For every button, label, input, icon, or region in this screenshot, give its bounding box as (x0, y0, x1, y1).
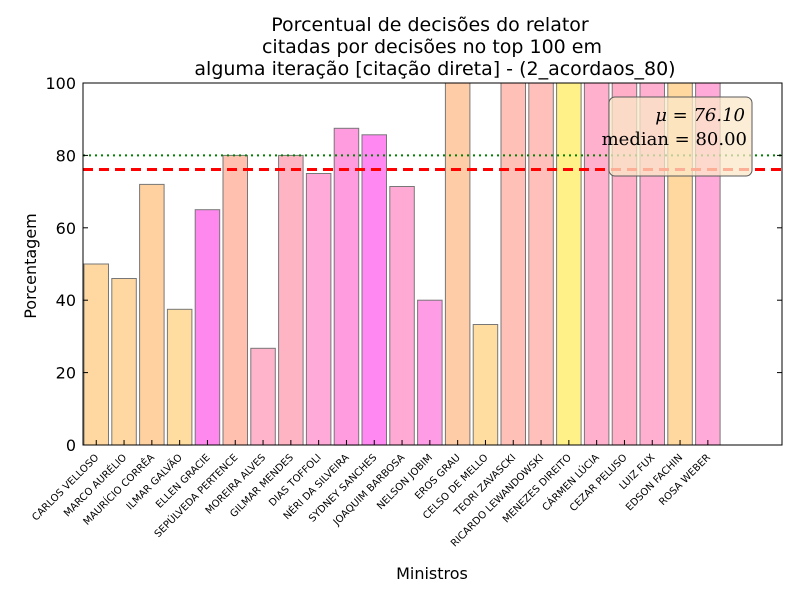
bar-18 (583, 82, 610, 446)
y-tick-label-1: 20 (56, 364, 76, 383)
bar-9 (333, 127, 360, 446)
bar-3 (166, 308, 193, 446)
bar-7 (278, 154, 304, 446)
plot-frame (82, 82, 783, 446)
y-axis-label: Porcentagem (21, 213, 40, 319)
bar-8 (305, 173, 332, 446)
chart-title-line-2: citadas por decisões no top 100 em (262, 36, 602, 58)
legend-mean-text: μ = 76.10 (655, 105, 745, 126)
bar-16 (528, 82, 554, 446)
bar-13 (444, 82, 471, 446)
y-tick-label-5: 100 (45, 74, 76, 93)
bar-12 (417, 299, 443, 446)
bar-11 (389, 186, 415, 446)
bar-14 (472, 324, 499, 446)
y-tick-label-0: 0 (66, 436, 76, 455)
bar-4 (194, 209, 221, 446)
chart-title-line-3: alguma iteração [citação direta] - (2_ac… (194, 58, 675, 80)
bar-5 (222, 154, 248, 446)
bar-6 (250, 347, 276, 446)
legend-median-text: median = 80.00 (602, 129, 747, 150)
bar-10 (361, 134, 387, 446)
y-tick-label-4: 80 (56, 146, 76, 165)
chart-title-line-1: Porcentual de decisões do relator (271, 14, 589, 36)
y-ticks-group: 0 20 40 60 80 100 (45, 74, 782, 455)
bar-0 (83, 263, 109, 446)
bar-15 (500, 82, 526, 446)
bar-17 (556, 82, 582, 446)
legend-box (608, 96, 753, 177)
bar-2 (139, 183, 165, 446)
bar-1 (111, 278, 137, 446)
y-tick-label-2: 40 (56, 291, 76, 310)
stats-legend: μ = 76.10 median = 80.00 (602, 96, 753, 177)
y-tick-label-3: 60 (56, 219, 76, 238)
x-axis-label: Ministros (396, 564, 468, 583)
